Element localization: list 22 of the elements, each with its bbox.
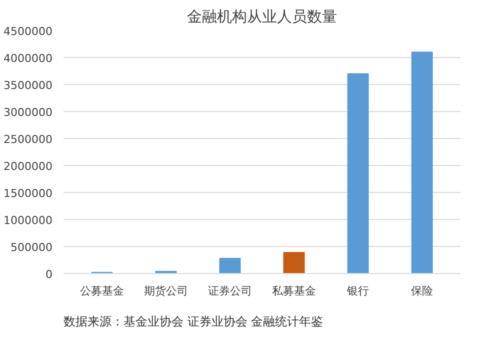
x-tick-label: 银行 xyxy=(346,284,370,298)
y-tick-label: 3500000 xyxy=(4,79,53,92)
y-tick-label: 4000000 xyxy=(4,52,53,65)
x-tick-label: 证券公司 xyxy=(208,284,252,298)
x-tick-label: 私募基金 xyxy=(272,284,316,298)
bar xyxy=(411,52,433,274)
source-note: 数据来源：基金业协会 证券业协会 金融统计年鉴 xyxy=(64,314,324,328)
y-tick-label: 1000000 xyxy=(4,214,53,227)
y-tick-label: 1500000 xyxy=(4,187,53,200)
bar xyxy=(347,73,369,274)
y-tick-label: 0 xyxy=(46,268,52,281)
x-tick-label: 公募基金 xyxy=(80,284,124,298)
bar xyxy=(283,252,305,274)
x-tick-label: 保险 xyxy=(411,284,434,298)
x-tick-label: 期货公司 xyxy=(144,284,188,298)
y-tick-label: 4500000 xyxy=(4,25,53,38)
y-tick-label: 2000000 xyxy=(4,160,53,173)
bar xyxy=(219,258,241,274)
chart-title: 金融机构从业人员数量 xyxy=(187,8,337,26)
y-tick-label: 500000 xyxy=(10,241,53,254)
y-tick-label: 3000000 xyxy=(4,106,53,119)
y-tick-label: 2500000 xyxy=(4,133,53,146)
